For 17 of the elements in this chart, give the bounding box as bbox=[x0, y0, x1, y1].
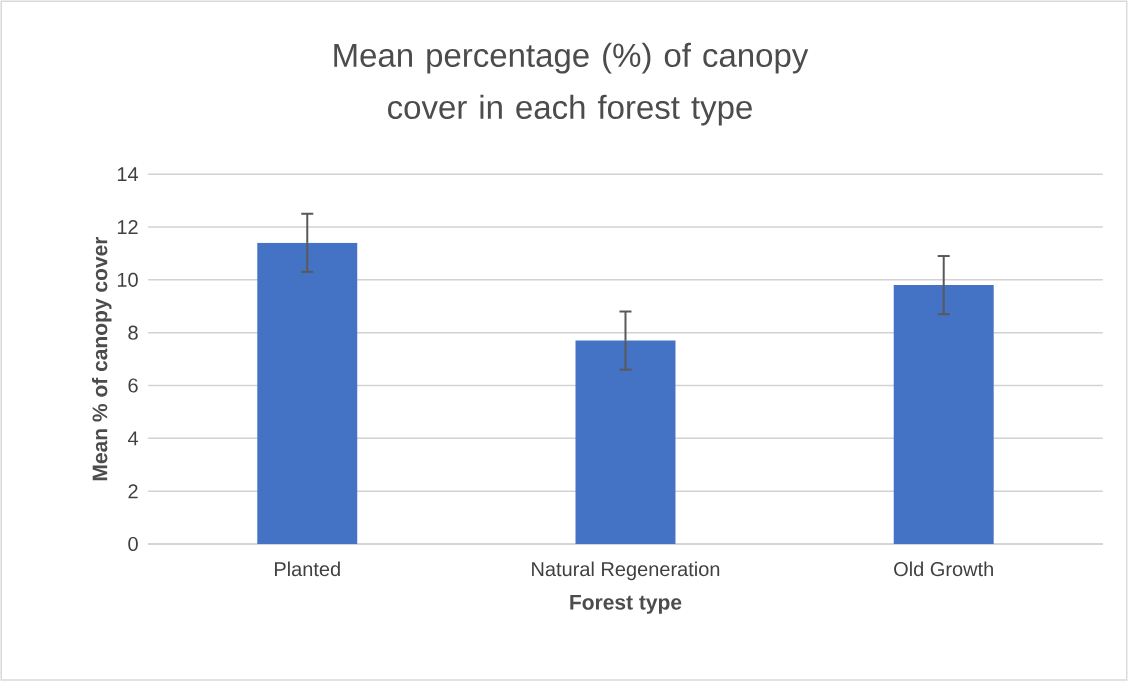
x-axis-title: Forest type bbox=[570, 594, 682, 614]
y-tick-label: 0 bbox=[128, 536, 138, 551]
chart-title: Mean percentage (%) of canopy cover in each forest type bbox=[334, 42, 809, 126]
x-tick-label: Planted bbox=[275, 561, 340, 577]
y-tick-label: 4 bbox=[127, 431, 139, 446]
x-tick-label: Natural Regeneration bbox=[532, 561, 720, 581]
bar bbox=[893, 285, 994, 544]
y-tick-label: 6 bbox=[128, 378, 138, 393]
bar bbox=[575, 340, 676, 544]
bar bbox=[257, 242, 358, 544]
y-tick-label: 14 bbox=[117, 167, 139, 181]
y-tick-label: 12 bbox=[117, 219, 138, 234]
y-tick-label: 2 bbox=[128, 484, 138, 499]
x-tick-label: Old Growth bbox=[894, 561, 993, 577]
y-tick-label: 8 bbox=[128, 325, 138, 340]
y-tick-label: 10 bbox=[117, 272, 138, 287]
y-axis-title: Mean % of canopy cover bbox=[91, 236, 112, 481]
